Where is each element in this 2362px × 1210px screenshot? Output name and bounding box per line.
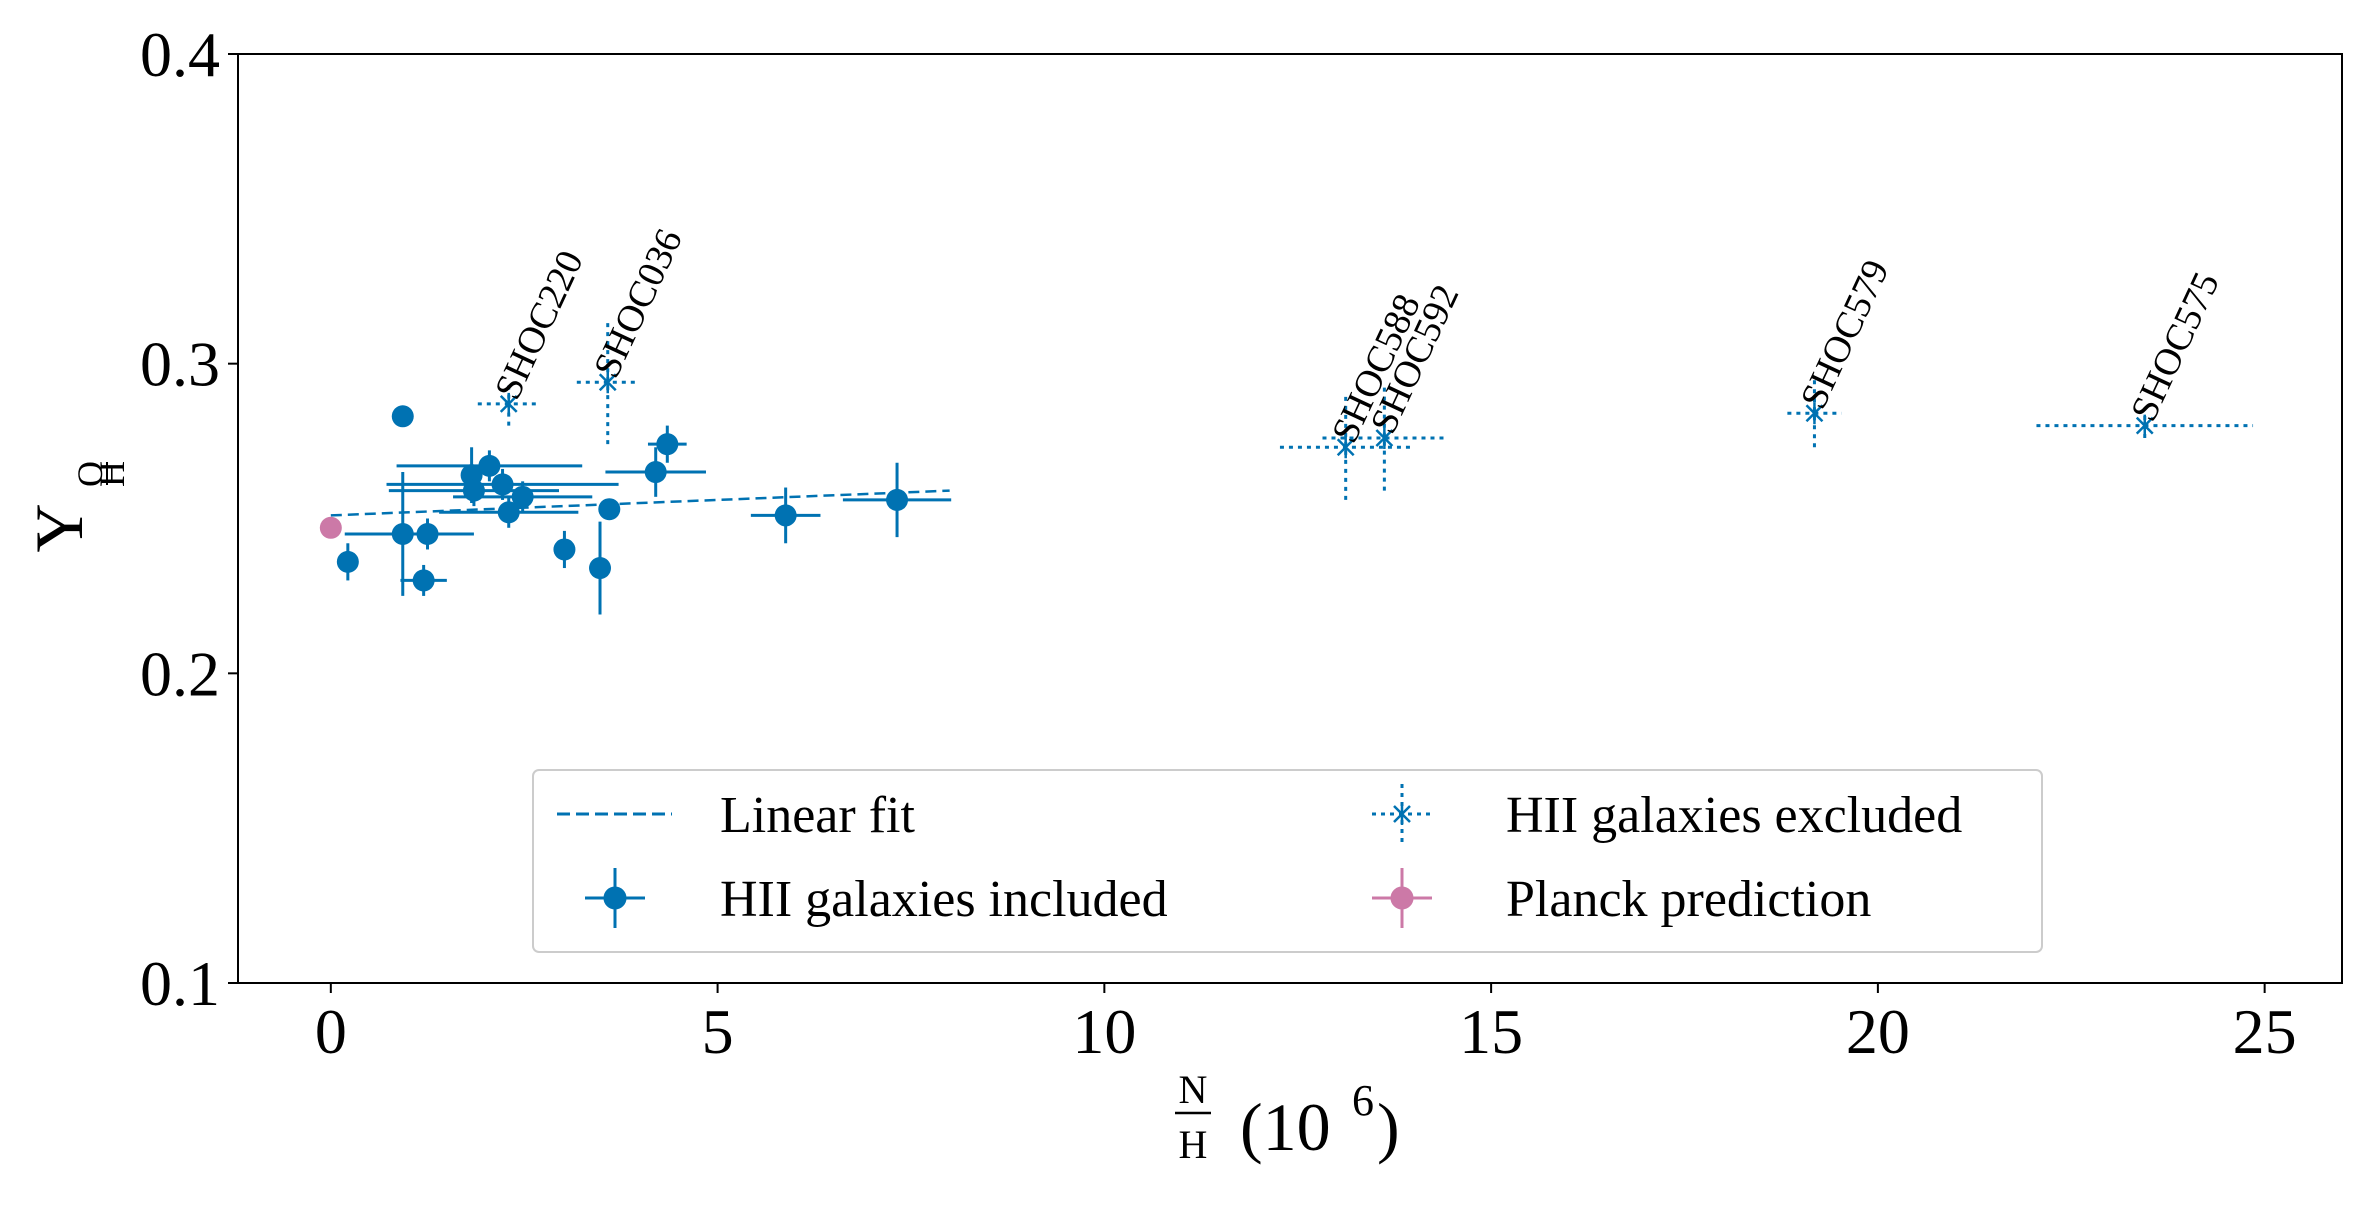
legend-fit-label: Linear fit bbox=[720, 787, 915, 844]
x-tick-label: 10 bbox=[1072, 996, 1136, 1067]
x-tick-label: 25 bbox=[2233, 996, 2297, 1067]
excluded-point-marker bbox=[598, 371, 617, 394]
included-point-marker bbox=[491, 473, 514, 496]
x-axis-label-exponent: 6 bbox=[1352, 1076, 1374, 1125]
legend-frame bbox=[532, 769, 2043, 953]
y-axis-label-sub-num: O bbox=[70, 461, 110, 487]
x-axis-label-close: ) bbox=[1377, 1089, 1400, 1165]
planck-point-marker bbox=[319, 516, 342, 539]
x-tick-label: 20 bbox=[1846, 996, 1910, 1067]
included-point-marker bbox=[478, 454, 501, 477]
legend-planck-label: Planck prediction bbox=[1506, 871, 1871, 928]
y-tick-label: 0.4 bbox=[140, 19, 220, 90]
legend-excluded-swatch bbox=[1372, 784, 1432, 844]
included-point-marker bbox=[462, 479, 485, 502]
legend-included-label: HII galaxies included bbox=[720, 871, 1168, 928]
included-point-marker bbox=[391, 405, 414, 428]
y-tick-label: 0.1 bbox=[140, 948, 220, 1019]
legend-planck-swatch bbox=[1372, 868, 1432, 928]
legend-excluded-label: HII galaxies excluded bbox=[1506, 787, 1962, 844]
legend-included-swatch bbox=[585, 868, 645, 928]
axes-frame bbox=[237, 53, 2343, 984]
included-point-marker bbox=[774, 504, 797, 527]
x-axis-label-fraction-den: H bbox=[1179, 1122, 1208, 1167]
y-axis-label: Y O H bbox=[21, 461, 132, 553]
axis-ticks: 0 5 10 15 20 25 0.1 0.2 0.3 0.4 bbox=[140, 19, 2297, 1067]
included-point-marker bbox=[511, 485, 534, 508]
x-tick-label: 15 bbox=[1459, 996, 1523, 1067]
linear-fit-line bbox=[330, 489, 950, 517]
excluded-point-marker bbox=[1375, 426, 1394, 449]
included-point-marker bbox=[644, 461, 667, 484]
y-tick-label: 0.3 bbox=[140, 329, 220, 400]
included-point-marker bbox=[598, 498, 621, 521]
y-axis-label-main: Y bbox=[21, 503, 97, 552]
x-axis-label: N H (10 6 ) bbox=[1175, 1067, 1400, 1167]
excluded-point-marker bbox=[1805, 402, 1824, 425]
y-axis-label-sub-den: H bbox=[92, 461, 132, 487]
x-tick-label: 5 bbox=[702, 996, 734, 1067]
included-point-marker bbox=[497, 501, 520, 524]
included-point-marker bbox=[656, 433, 679, 456]
x-tick-label: 0 bbox=[315, 996, 347, 1067]
included-point-marker bbox=[553, 538, 576, 561]
included-point-marker bbox=[416, 522, 439, 545]
included-point-marker bbox=[589, 557, 612, 580]
legend-excluded-marker bbox=[1393, 803, 1411, 825]
included-point-marker bbox=[886, 488, 909, 511]
x-axis-label-unit: (10 bbox=[1240, 1089, 1331, 1165]
excluded-point-marker bbox=[499, 392, 518, 415]
included-point-marker bbox=[336, 550, 359, 573]
excluded-point-marker bbox=[2135, 414, 2154, 437]
y-tick-label: 0.2 bbox=[140, 638, 220, 709]
excluded-point-marker bbox=[1336, 436, 1355, 459]
included-point-marker bbox=[412, 569, 435, 592]
legend: Linear fit HII galaxies included HII gal… bbox=[532, 769, 2043, 953]
legend-planck-marker bbox=[1390, 886, 1414, 910]
x-axis-label-fraction-num: N bbox=[1179, 1067, 1208, 1112]
legend-included-marker bbox=[603, 886, 627, 910]
